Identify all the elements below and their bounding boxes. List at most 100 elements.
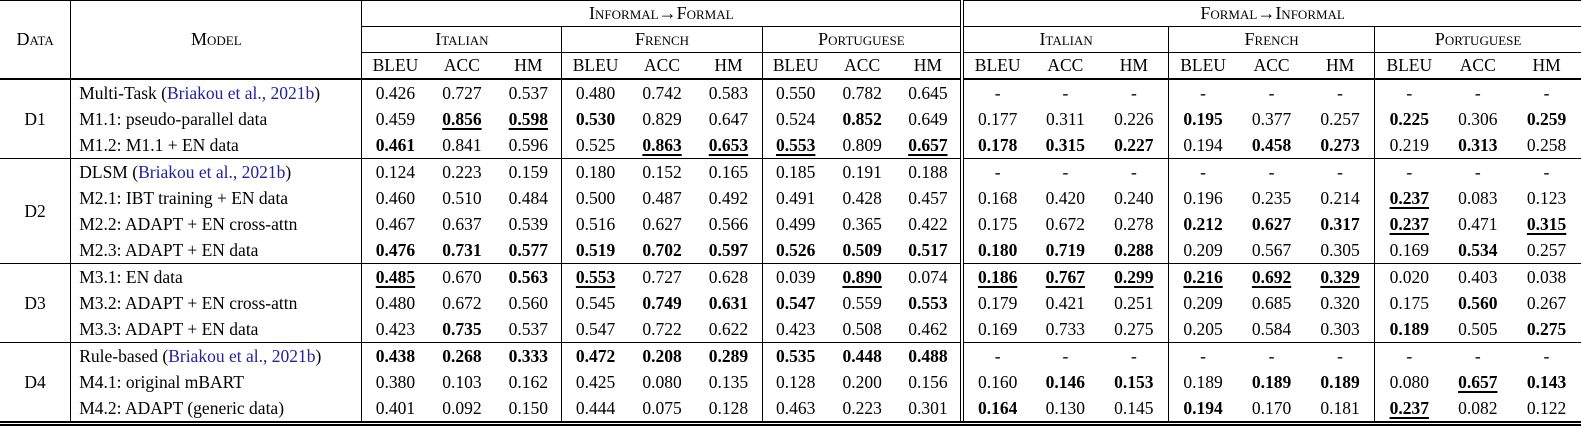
metric-value: 0.560 [508,293,549,313]
metric-value-cell: 0.275 [1099,316,1169,343]
metric-value-cell: 0.510 [429,185,496,211]
metric-value-cell: 0.459 [362,106,429,132]
metric-value: 0.189 [1320,372,1360,392]
model-cell: M4.1: original mBART [70,369,363,395]
metric-value-cell: 0.122 [1512,395,1581,424]
metric-value-cell: 0.458 [1237,132,1306,159]
metric-value-cell: 0.189 [1168,369,1237,395]
metric-value-cell: - [1099,342,1169,369]
metric-value: - [1337,83,1343,103]
metric-value-cell: 0.123 [1512,185,1581,211]
metric-value-cell: 0.487 [629,185,696,211]
metric-value-cell: 0.189 [1375,316,1444,343]
metric-value-cell: 0.156 [895,369,965,395]
metric-value-cell: 0.420 [1031,185,1100,211]
metric-value-cell: 0.500 [562,185,629,211]
metric-value-cell: 0.480 [561,78,629,106]
table-row: M1.1: pseudo-parallel data 0.459 0.856 0.59… [0,106,1581,132]
metric-value-cell: 0.180 [561,158,629,185]
metric-value-cell: 0.598 [495,106,563,132]
metric-value: 0.123 [1526,188,1567,208]
metric-value: 0.457 [908,188,948,208]
metric-value: 0.209 [1183,293,1223,313]
metric-value: 0.458 [1251,135,1292,155]
metric-value-cell: 0.462 [895,316,965,343]
metric-value: 0.365 [842,214,882,234]
metric-value-cell: 0.422 [895,211,965,237]
table-header: Data Model Informal→Formal Formal→Inform… [0,0,1581,80]
metric-value-cell: 0.237 [1375,395,1444,424]
metric-value: 0.075 [642,398,682,418]
metric-value-cell: 0.185 [762,158,829,185]
metric-header: HM [1099,52,1169,80]
metric-value: 0.852 [842,109,882,129]
metric-value: 0.733 [1045,319,1086,339]
metric-value-cell: 0.194 [1168,132,1237,159]
citation-link[interactable]: Briakou et al., 2021b [138,162,286,182]
data-group-label: D1 [0,78,72,159]
data-column-header: Data [0,0,72,80]
metric-value-cell: 0.143 [1512,369,1581,395]
metric-value-cell: 0.315 [1031,132,1100,159]
model-label-suffix: ) [285,162,292,182]
citation-link[interactable]: Briakou et al., 2021b [166,83,315,103]
metric-value: 0.223 [842,398,882,418]
metric-value: 0.560 [1458,293,1498,313]
metric-value: 0.702 [642,240,682,260]
model-cell: M2.1: IBT training + EN data [70,185,363,211]
metric-value-cell: 0.438 [361,342,429,369]
citation-link[interactable]: Briakou et al., 2021b [168,346,316,366]
metric-value: 0.039 [775,267,816,287]
metric-value: 0.534 [1458,240,1498,260]
metric-value: 0.553 [575,267,616,287]
data-group-label: D2 [0,158,72,264]
metric-value-cell: 0.767 [1031,263,1100,290]
language-header: French [1168,26,1376,53]
metric-value: 0.420 [1045,188,1086,208]
metric-value: 0.186 [977,267,1018,287]
metric-value: 0.749 [642,293,682,313]
metric-value: - [1130,162,1137,182]
metric-value: 0.289 [708,346,749,366]
metric-value-cell: 0.320 [1305,290,1376,316]
metric-value-cell: 0.259 [1512,106,1581,132]
metric-value-cell: 0.517 [895,237,965,264]
metric-value-cell: 0.268 [428,342,496,369]
metric-value: 0.670 [442,267,482,287]
metric-value: 0.500 [575,188,616,208]
model-label: M1.1: pseudo-parallel data [79,109,268,129]
metric-value: 0.179 [977,293,1018,313]
metric-value: 0.320 [1320,293,1360,313]
metric-value-cell: 0.727 [428,78,496,106]
metric-value-cell: 0.553 [561,263,629,290]
metric-value-cell: 0.499 [762,211,829,237]
metric-value: 0.080 [642,372,682,392]
metric-value-cell: 0.039 [762,263,829,290]
metric-value: 0.188 [908,162,948,182]
metric-value-cell: 0.719 [1031,237,1100,264]
metric-value: 0.829 [642,109,682,129]
metric-value-cell: 0.267 [1512,290,1581,316]
metric-value-cell: 0.727 [628,263,696,290]
metric-value-cell: 0.380 [362,369,429,395]
metric-value-cell: 0.317 [1305,211,1376,237]
metric-value-cell: - [1305,158,1376,185]
language-header-row: Italian French Portuguese Italian French Port… [0,26,1581,53]
metric-value-cell: 0.537 [495,316,563,343]
language-header: Portuguese [762,26,965,53]
metric-value: 0.767 [1045,267,1086,287]
metric-value-cell: 0.178 [962,132,1031,159]
metric-value: 0.170 [1251,398,1292,418]
metric-value: 0.143 [1526,372,1567,392]
metric-value-cell: 0.491 [762,185,829,211]
metric-value-cell: 0.152 [628,158,696,185]
metric-value-cell: 0.160 [962,369,1031,395]
metric-value-cell: - [1031,78,1100,106]
metric-value: 0.841 [442,135,482,155]
metric-value-cell: 0.200 [829,369,896,395]
model-cell: Multi-Task (Briakou et al., 2021b) [70,78,363,106]
metric-value: 0.577 [508,240,549,260]
metric-value-cell: 0.209 [1168,237,1237,264]
metric-value-cell: 0.566 [695,211,763,237]
metric-value: 0.329 [1320,267,1360,287]
